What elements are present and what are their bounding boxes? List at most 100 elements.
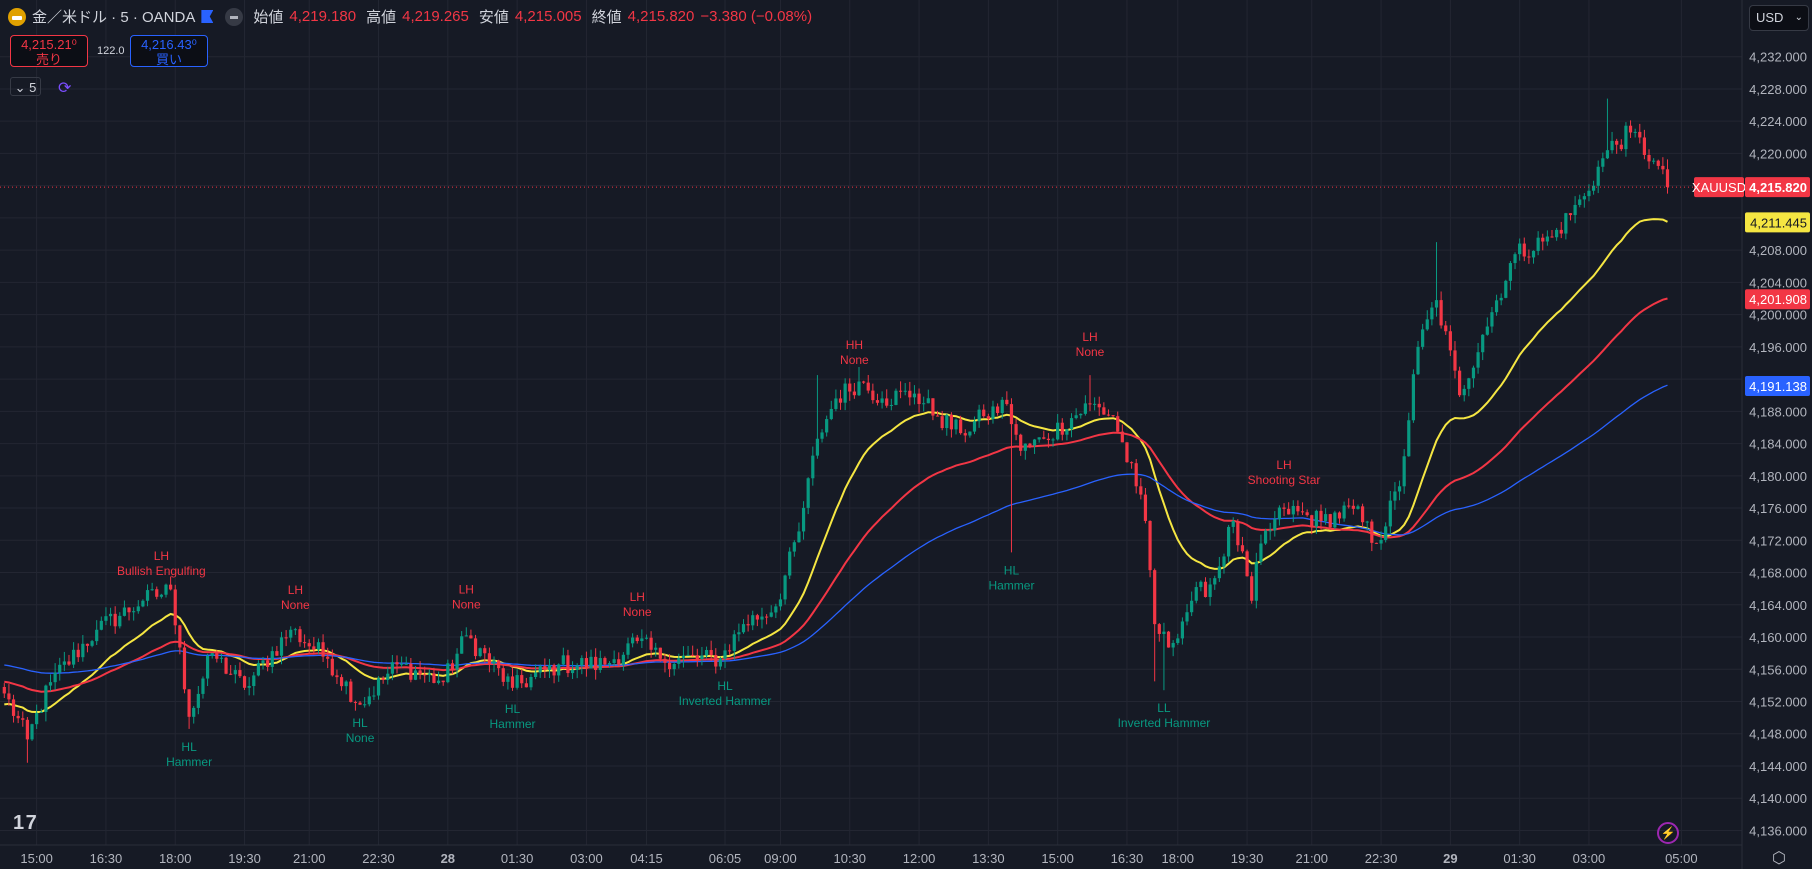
sell-button[interactable]: 4,215.21⁰ 売り (10, 35, 88, 67)
candle-body (1411, 374, 1415, 421)
candle-body (1605, 150, 1610, 159)
candle-body (233, 670, 237, 675)
flag-icon[interactable] (201, 10, 214, 23)
candle-body (1610, 140, 1614, 151)
ma-value-badge (1745, 289, 1810, 310)
candle-body (1624, 125, 1628, 150)
candle-body (945, 414, 949, 429)
candle-body (1134, 463, 1138, 487)
candle-body (1522, 243, 1526, 257)
lightning-icon[interactable]: ⚡ (1657, 822, 1679, 844)
candle-body (1106, 414, 1111, 416)
candle-body (376, 678, 381, 696)
market-status-icon[interactable] (225, 7, 244, 26)
candle-body (1628, 125, 1633, 133)
candle-body (303, 642, 307, 644)
candle-body (1582, 196, 1586, 200)
candle-body (972, 421, 977, 432)
tradingview-logo[interactable]: 1 7 (13, 812, 37, 834)
candle-body (1458, 370, 1462, 396)
price-tick-label: 4,224.000 (1749, 114, 1807, 129)
candle-body (838, 398, 843, 403)
price-tick-label: 4,208.000 (1749, 243, 1807, 258)
candle-body (1143, 494, 1148, 521)
candle-body (963, 433, 967, 436)
candle-body (1416, 346, 1420, 375)
candle-body (58, 664, 62, 673)
pattern-label: HL (181, 740, 197, 754)
candle-body (1453, 350, 1457, 371)
candle-body (1028, 443, 1032, 446)
candle-body (908, 390, 912, 398)
candle-body (774, 606, 778, 613)
currency-select[interactable]: USD ⌄ (1749, 5, 1809, 31)
candle-body (570, 669, 575, 674)
candle-body (1259, 543, 1263, 562)
interval-toggle[interactable]: ⌄ 5 (10, 77, 41, 96)
interval-value: 5 (29, 80, 37, 95)
time-tick-label: 01:30 (1503, 851, 1536, 866)
candle-body (67, 661, 71, 665)
open-label: 始値 (253, 9, 284, 26)
candle-body (1430, 307, 1434, 320)
candle-body (515, 675, 519, 688)
candle-body (497, 660, 501, 669)
candle-body (53, 672, 57, 683)
candle-body (1485, 326, 1489, 335)
candle-body (700, 655, 704, 660)
symbol-title[interactable]: 金／米ドル · 5 · OANDA (32, 9, 196, 26)
candle-body (1471, 367, 1476, 379)
candle-body (279, 637, 284, 656)
candle-body (460, 636, 464, 654)
time-axis: 15:00 16:30 18:00 19:30 21:00 22:30 28 01:30 03:… (20, 851, 1697, 866)
candle-body (871, 390, 875, 401)
pattern-label: Hammer (166, 755, 212, 769)
candle-body (843, 383, 847, 403)
candle-body (404, 663, 408, 665)
candle-body (187, 689, 191, 717)
candle-body (677, 658, 681, 664)
settings-icon[interactable]: ⬡ (1772, 850, 1786, 867)
candle-body (432, 673, 436, 683)
candle-body (99, 620, 103, 630)
candle-body (1287, 508, 1291, 515)
candle-body (755, 615, 759, 620)
candle-body (903, 390, 907, 392)
time-tick-label: 16:30 (90, 851, 123, 866)
candle-body (959, 419, 963, 434)
price-tick-label: 4,152.000 (1749, 695, 1807, 710)
candle-body (1023, 443, 1027, 451)
candle-body (275, 651, 279, 656)
candle-body (413, 670, 418, 680)
candle-body (607, 662, 612, 665)
candle-body (122, 607, 127, 616)
time-tick-label: 06:05 (709, 851, 742, 866)
candle-body (778, 599, 783, 607)
candle-body (1448, 331, 1452, 351)
candle-body (390, 662, 394, 674)
gold-icon (8, 7, 26, 26)
candle-body (242, 676, 247, 688)
refresh-icon[interactable]: ⟳ (58, 80, 72, 97)
candle-body (797, 531, 801, 543)
time-tick-label: 18:00 (159, 851, 192, 866)
candle-body (224, 657, 228, 674)
buy-button[interactable]: 4,216.43⁰ 買い (130, 35, 208, 67)
candle-body (16, 715, 20, 719)
candle-body (746, 624, 750, 626)
candle-body (1231, 520, 1235, 527)
candle-body (506, 676, 510, 682)
candle-body (709, 650, 713, 655)
candle-body (1434, 300, 1439, 308)
candle-body (339, 677, 344, 687)
candle-body (922, 403, 926, 405)
candle-body (931, 398, 935, 416)
candle-body (307, 643, 311, 647)
candle-body (256, 663, 260, 676)
pattern-label: None (281, 598, 310, 612)
candle-body (815, 438, 820, 456)
candle-body (1129, 462, 1134, 464)
pattern-label: LH (1082, 330, 1097, 344)
candle-body (178, 625, 182, 648)
